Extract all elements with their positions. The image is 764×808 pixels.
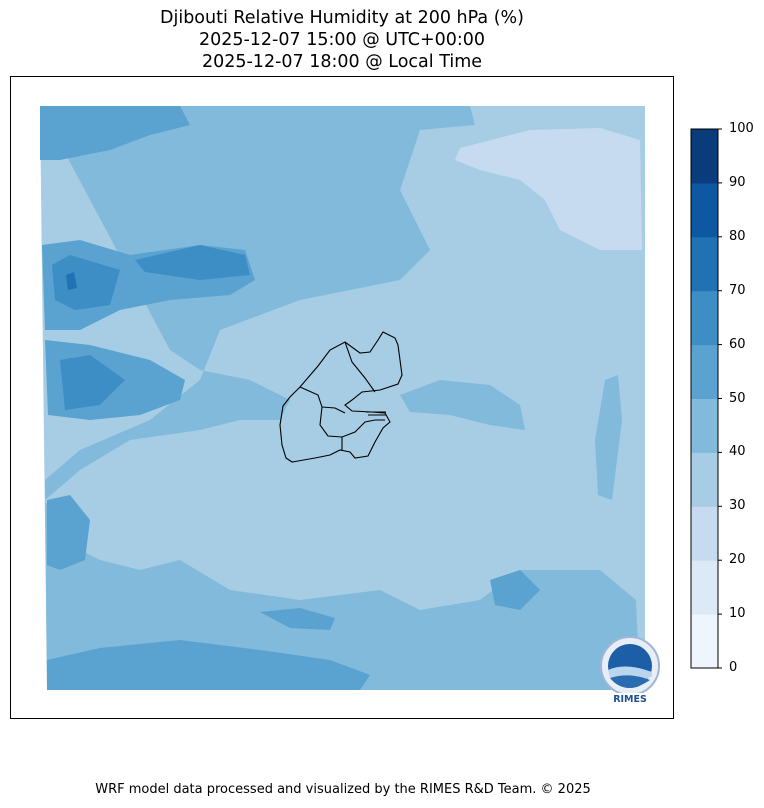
region-border: [321, 406, 346, 414]
colorbar-segment: [691, 236, 718, 292]
colorbar-tick-label: 40: [729, 444, 746, 460]
colorbar-tick-label: 100: [729, 121, 754, 136]
colorbar-segment: [691, 290, 718, 346]
chart-subtitle-local: 2025-12-07 18:00 @ Local Time: [201, 52, 483, 72]
footer-credit: WRF model data processed and visualized …: [95, 782, 591, 797]
colorbar-tick-label: 60: [729, 336, 746, 352]
chart-subtitle-utc: 2025-12-07 15:00 @ UTC+00:00: [198, 30, 486, 50]
chart-title: Djibouti Relative Humidity at 200 hPa (%…: [160, 8, 524, 28]
colorbar-segment: [691, 182, 718, 238]
contour-region-40-50: [595, 375, 622, 500]
contour-region-60-70: [60, 355, 125, 410]
colorbar-tick-label: 50: [729, 390, 746, 406]
colorbar-tick-label: 0: [729, 660, 738, 675]
colorbar-tick-label: 30: [729, 498, 746, 514]
colorbar-tick-label: 70: [729, 282, 746, 298]
colorbar-tick-label: 80: [729, 228, 746, 244]
contour-region-60-70: [52, 255, 120, 310]
contour-region-50-60: [47, 495, 90, 570]
region-border: [344, 341, 376, 393]
colorbar-tick-label: 90: [729, 174, 746, 190]
contour-region-50-60: [47, 640, 370, 690]
colorbar-segment: [691, 506, 718, 561]
logo-text: RIMES: [613, 694, 647, 705]
colorbar-segment: [691, 560, 718, 615]
contour-region-50-60: [260, 608, 335, 630]
contour-region-20-30: [455, 128, 642, 250]
colorbar-segment: [691, 344, 718, 399]
contour-region-40-50: [400, 380, 525, 430]
region-border: [366, 411, 386, 416]
colorbar-tick-label: 20: [729, 552, 746, 568]
djibouti-boundaries: [279, 331, 403, 463]
region-border: [299, 386, 323, 408]
map-axes-frame: [10, 76, 674, 719]
colorbar-tick-label: 10: [729, 606, 746, 622]
contour-region-50-60: [490, 570, 540, 610]
colorbar-segment: [691, 129, 718, 184]
contour-region-50-60: [40, 106, 190, 160]
colorbar-segment: [691, 614, 718, 669]
region-border: [319, 406, 385, 438]
colorbar-segment: [691, 398, 718, 453]
colorbar-segment: [691, 452, 718, 507]
contour-region-60-70: [135, 245, 250, 280]
contour-region-70-80: [66, 272, 77, 290]
rimes-logo: RIMES: [600, 636, 660, 705]
